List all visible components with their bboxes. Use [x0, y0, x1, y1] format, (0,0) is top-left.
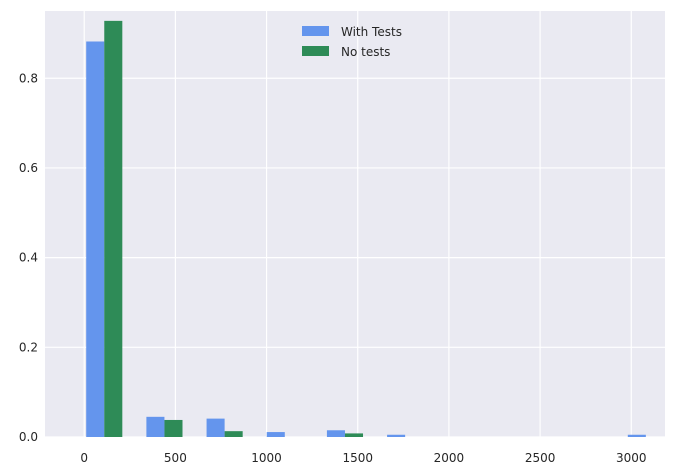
bar-no-tests-bin-4 — [344, 433, 364, 437]
bar-with-tests-bin-9 — [627, 434, 646, 437]
legend: With Tests No tests — [302, 25, 402, 59]
y-tick-label-3: 0.6 — [19, 161, 38, 175]
x-tick-label-5: 2500 — [525, 451, 556, 465]
bar-with-tests-bin-1 — [146, 416, 165, 437]
bar-with-tests-bin-3 — [266, 432, 285, 437]
bar-with-tests-bin-5 — [387, 434, 406, 437]
bar-no-tests-bin-1 — [164, 419, 183, 437]
bar-no-tests-bin-2 — [224, 431, 243, 437]
legend-label-no-tests: No tests — [341, 45, 390, 59]
y-tick-label-1: 0.2 — [19, 340, 38, 354]
x-tick-label-1: 500 — [164, 451, 187, 465]
bar-with-tests-bin-4 — [326, 430, 345, 437]
x-tick-labels: 0 500 1000 1500 2000 2500 3000 — [80, 451, 646, 465]
bar-with-tests-bin-0 — [86, 41, 105, 438]
bars — [86, 20, 646, 438]
y-tick-labels: 0.0 0.2 0.4 0.6 0.8 — [19, 71, 38, 444]
y-tick-label-4: 0.8 — [19, 71, 38, 85]
x-tick-label-2: 1000 — [251, 451, 282, 465]
legend-label-with-tests: With Tests — [341, 25, 402, 39]
x-tick-label-3: 1500 — [342, 451, 373, 465]
plot-background — [45, 11, 665, 437]
x-tick-label-0: 0 — [80, 451, 88, 465]
bar-with-tests-bin-2 — [206, 418, 225, 437]
x-tick-label-4: 2000 — [434, 451, 465, 465]
x-tick-label-6: 3000 — [616, 451, 647, 465]
y-tick-label-2: 0.4 — [19, 251, 38, 265]
legend-swatch-with-tests — [302, 26, 329, 36]
grid-lines — [45, 11, 665, 438]
bar-no-tests-bin-0 — [104, 20, 123, 437]
legend-swatch-no-tests — [302, 46, 329, 56]
y-tick-label-0: 0.0 — [19, 430, 38, 444]
